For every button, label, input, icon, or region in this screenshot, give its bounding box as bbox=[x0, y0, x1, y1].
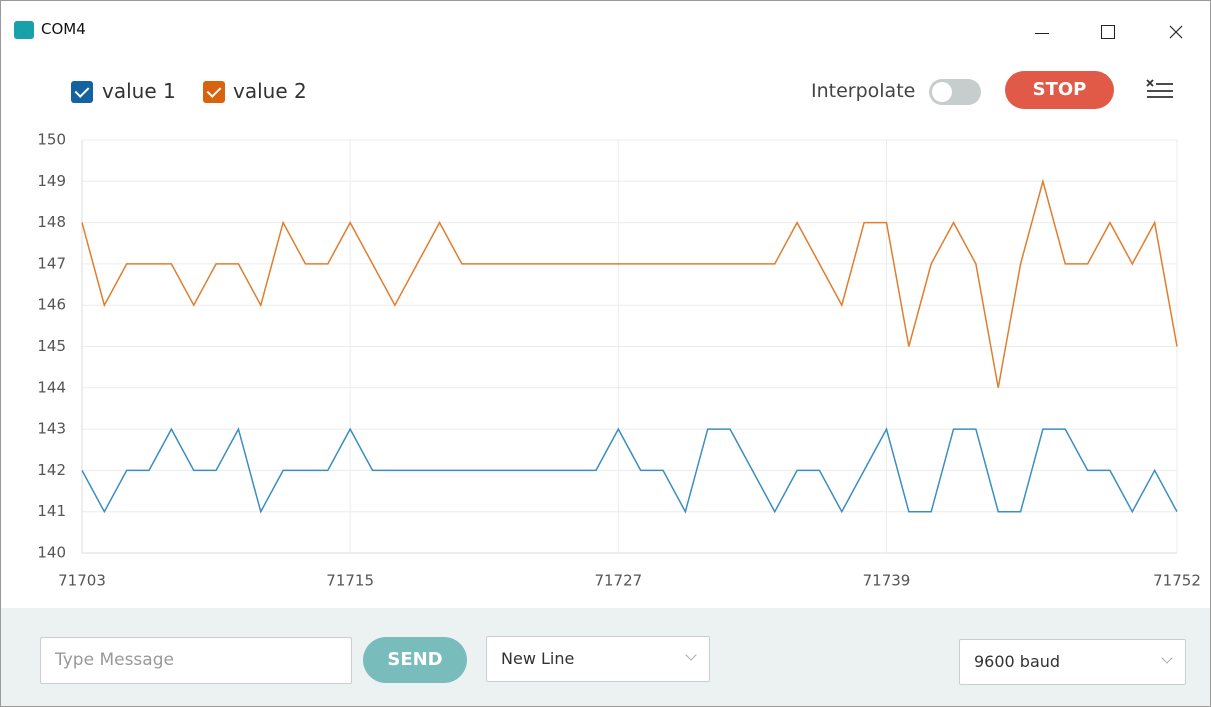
baud-select[interactable]: 9600 baud bbox=[959, 639, 1186, 685]
x-tick-label: 71715 bbox=[326, 572, 374, 590]
checkbox[interactable] bbox=[203, 81, 225, 103]
plot: 140 141 142 143 144 145 146 147 148 149 150 71703 71… bbox=[37, 131, 1201, 590]
x-tick-label: 71727 bbox=[594, 572, 642, 590]
y-tick-label: 143 bbox=[37, 420, 66, 438]
y-tick-label: 145 bbox=[37, 337, 66, 355]
x-tick-label: 71703 bbox=[58, 572, 106, 590]
close-button[interactable] bbox=[1169, 25, 1183, 39]
select-value: 9600 baud bbox=[974, 652, 1061, 671]
y-tick-label: 148 bbox=[37, 213, 66, 231]
minimize-button[interactable] bbox=[1035, 33, 1049, 34]
line-ending-select[interactable]: New Line bbox=[486, 636, 710, 682]
y-tick-label: 149 bbox=[37, 172, 66, 190]
checkbox[interactable] bbox=[71, 81, 93, 103]
message-input[interactable]: Type Message bbox=[40, 637, 352, 684]
x-tick-label: 71739 bbox=[863, 572, 911, 590]
y-tick-label: 141 bbox=[37, 502, 66, 520]
legend-label: value 1 bbox=[102, 79, 176, 103]
y-tick-label: 140 bbox=[37, 544, 66, 562]
window-title: COM4 bbox=[41, 20, 86, 38]
maximize-button[interactable] bbox=[1101, 25, 1115, 39]
clear-button[interactable] bbox=[1146, 79, 1174, 103]
y-tick-label: 146 bbox=[37, 296, 66, 314]
stop-button[interactable]: STOP bbox=[1005, 71, 1114, 109]
interpolate-label: Interpolate bbox=[811, 80, 916, 102]
legend-label: value 2 bbox=[233, 79, 307, 103]
y-tick-label: 147 bbox=[37, 254, 66, 272]
select-value: New Line bbox=[501, 649, 575, 668]
x-tick-label: 71752 bbox=[1153, 572, 1201, 590]
data-line bbox=[81, 427, 1178, 514]
data-line bbox=[81, 178, 1178, 388]
interpolate-toggle[interactable] bbox=[929, 79, 981, 105]
y-tick-label: 144 bbox=[37, 378, 66, 396]
send-button[interactable]: SEND bbox=[363, 637, 467, 683]
app-icon bbox=[14, 21, 34, 39]
y-tick-label: 142 bbox=[37, 461, 66, 479]
y-tick-label: 150 bbox=[37, 131, 66, 149]
